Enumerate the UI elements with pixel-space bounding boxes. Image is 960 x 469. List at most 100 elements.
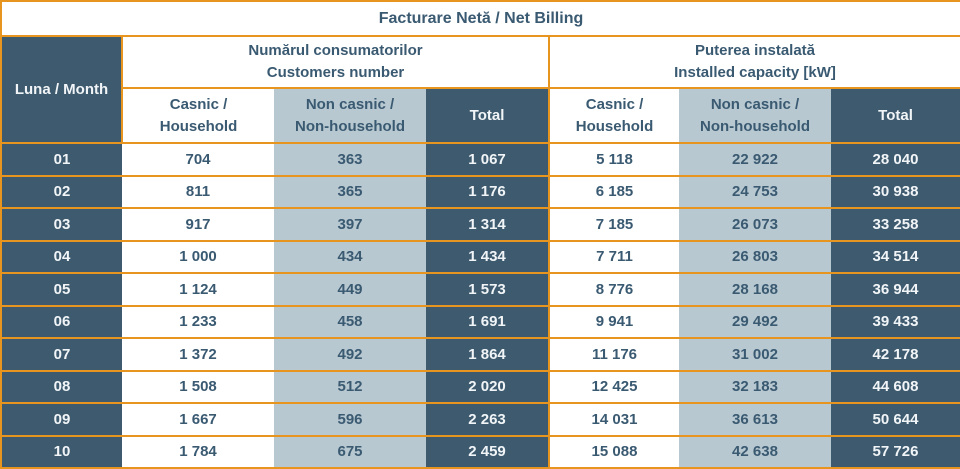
customers-non-household-cell: 434	[274, 239, 426, 273]
capacity-non-household-cell: 42 638	[679, 434, 831, 468]
customers-household-cell: 1 000	[122, 239, 274, 273]
capacity-non-household-cell: 32 183	[679, 369, 831, 403]
capacity-total-cell: 28 040	[831, 142, 960, 176]
capacity-total-cell: 57 726	[831, 434, 960, 468]
group-header-row: Luna / Month Numărul consumatorilor Cust…	[1, 36, 960, 144]
table-row: 02 811 365 1 176 6 185 24 753 30 938	[1, 174, 960, 208]
capacity-household-cell: 11 176	[548, 337, 679, 371]
capacity-household-cell: 5 118	[548, 142, 679, 176]
month-cell: 06	[1, 304, 122, 338]
customers-non-household-cell: 596	[274, 402, 426, 436]
capacity-household-cell: 9 941	[548, 304, 679, 338]
customers-household-cell: 1 784	[122, 434, 274, 468]
table-row: 06 1 233 458 1 691 9 941 29 492 39 433	[1, 304, 960, 338]
customers-group-header-line1: Numărul consumatorilor	[248, 42, 423, 60]
customers-non-household-cell: 512	[274, 369, 426, 403]
subheader-line: Non casnic /	[710, 95, 800, 113]
month-cell: 10	[1, 434, 122, 468]
table-row: 03 917 397 1 314 7 185 26 073 33 258	[1, 207, 960, 241]
customers-total-cell: 1 314	[426, 207, 549, 241]
customers-group-header-line2: Customers number	[266, 64, 405, 81]
customers-non-household-cell: 449	[274, 272, 426, 306]
capacity-total-cell: 44 608	[831, 369, 960, 403]
capacity-household-cell: 8 776	[548, 272, 679, 306]
subheader-capacity-total: Total	[831, 88, 960, 144]
subheader-customers-household: Casnic / Household	[122, 88, 274, 144]
capacity-household-cell: 12 425	[548, 369, 679, 403]
capacity-total-cell: 33 258	[831, 207, 960, 241]
customers-non-household-cell: 363	[274, 142, 426, 176]
capacity-non-household-cell: 26 803	[679, 239, 831, 273]
customers-non-household-cell: 675	[274, 434, 426, 468]
customers-total-cell: 2 459	[426, 434, 549, 468]
customers-total-cell: 2 263	[426, 402, 549, 436]
capacity-household-cell: 6 185	[548, 174, 679, 208]
customers-group-header: Numărul consumatorilor Customers number	[122, 36, 549, 89]
subheader-line: Household	[575, 117, 654, 135]
customers-household-cell: 1 508	[122, 369, 274, 403]
table-row: 10 1 784 675 2 459 15 088 42 638 57 726	[1, 434, 960, 468]
month-column-header: Luna / Month	[1, 36, 123, 144]
customers-total-cell: 1 691	[426, 304, 549, 338]
month-cell: 05	[1, 272, 122, 306]
subheader-line: Non-household	[295, 117, 405, 135]
subheader-line: Non-household	[700, 117, 810, 135]
table-title: Facturare Netă / Net Billing	[1, 1, 960, 37]
customers-non-household-cell: 458	[274, 304, 426, 338]
capacity-group-header-line2: Installed capacity [kW]	[674, 64, 836, 81]
capacity-total-cell: 36 944	[831, 272, 960, 306]
capacity-non-household-cell: 29 492	[679, 304, 831, 338]
subheader-line: Non casnic /	[305, 95, 395, 113]
month-cell: 03	[1, 207, 122, 241]
month-cell: 09	[1, 402, 122, 436]
month-cell: 08	[1, 369, 122, 403]
subheader-line: Casnic /	[585, 95, 644, 113]
capacity-total-cell: 39 433	[831, 304, 960, 338]
capacity-total-cell: 50 644	[831, 402, 960, 436]
month-cell: 01	[1, 142, 122, 176]
subheader-line: Household	[159, 117, 238, 135]
table-row: 08 1 508 512 2 020 12 425 32 183 44 608	[1, 369, 960, 403]
customers-non-household-cell: 365	[274, 174, 426, 208]
customers-total-cell: 2 020	[426, 369, 549, 403]
customers-household-cell: 704	[122, 142, 274, 176]
capacity-non-household-cell: 31 002	[679, 337, 831, 371]
capacity-group-header-line1: Puterea instalată	[694, 42, 816, 60]
capacity-household-cell: 7 711	[548, 239, 679, 273]
customers-household-cell: 1 372	[122, 337, 274, 371]
customers-household-cell: 811	[122, 174, 274, 208]
table-row: 01 704 363 1 067 5 118 22 922 28 040	[1, 142, 960, 176]
table-row: 09 1 667 596 2 263 14 031 36 613 50 644	[1, 402, 960, 436]
capacity-household-cell: 14 031	[548, 402, 679, 436]
subheader-line: Total	[878, 106, 913, 124]
capacity-total-cell: 42 178	[831, 337, 960, 371]
capacity-non-household-cell: 26 073	[679, 207, 831, 241]
subheader-capacity-household: Casnic / Household	[548, 88, 679, 144]
customers-total-cell: 1 434	[426, 239, 549, 273]
capacity-non-household-cell: 36 613	[679, 402, 831, 436]
subheader-customers-non-household: Non casnic / Non-household	[274, 88, 426, 144]
customers-total-cell: 1 864	[426, 337, 549, 371]
sub-header-row: Casnic / Household Non casnic / Non-hous…	[1, 88, 960, 144]
month-cell: 07	[1, 337, 122, 371]
capacity-non-household-cell: 22 922	[679, 142, 831, 176]
capacity-non-household-cell: 28 168	[679, 272, 831, 306]
customers-total-cell: 1 067	[426, 142, 549, 176]
capacity-total-cell: 34 514	[831, 239, 960, 273]
month-cell: 04	[1, 239, 122, 273]
capacity-household-cell: 7 185	[548, 207, 679, 241]
capacity-non-household-cell: 24 753	[679, 174, 831, 208]
customers-non-household-cell: 397	[274, 207, 426, 241]
month-cell: 02	[1, 174, 122, 208]
capacity-household-cell: 15 088	[548, 434, 679, 468]
customers-household-cell: 917	[122, 207, 274, 241]
title-row: Facturare Netă / Net Billing	[1, 1, 960, 37]
capacity-group-header: Puterea instalată Installed capacity [kW…	[548, 36, 960, 89]
table-row: 04 1 000 434 1 434 7 711 26 803 34 514	[1, 239, 960, 273]
table-row: 07 1 372 492 1 864 11 176 31 002 42 178	[1, 337, 960, 371]
subheader-capacity-non-household: Non casnic / Non-household	[679, 88, 831, 144]
customers-non-household-cell: 492	[274, 337, 426, 371]
capacity-total-cell: 30 938	[831, 174, 960, 208]
customers-total-cell: 1 573	[426, 272, 549, 306]
